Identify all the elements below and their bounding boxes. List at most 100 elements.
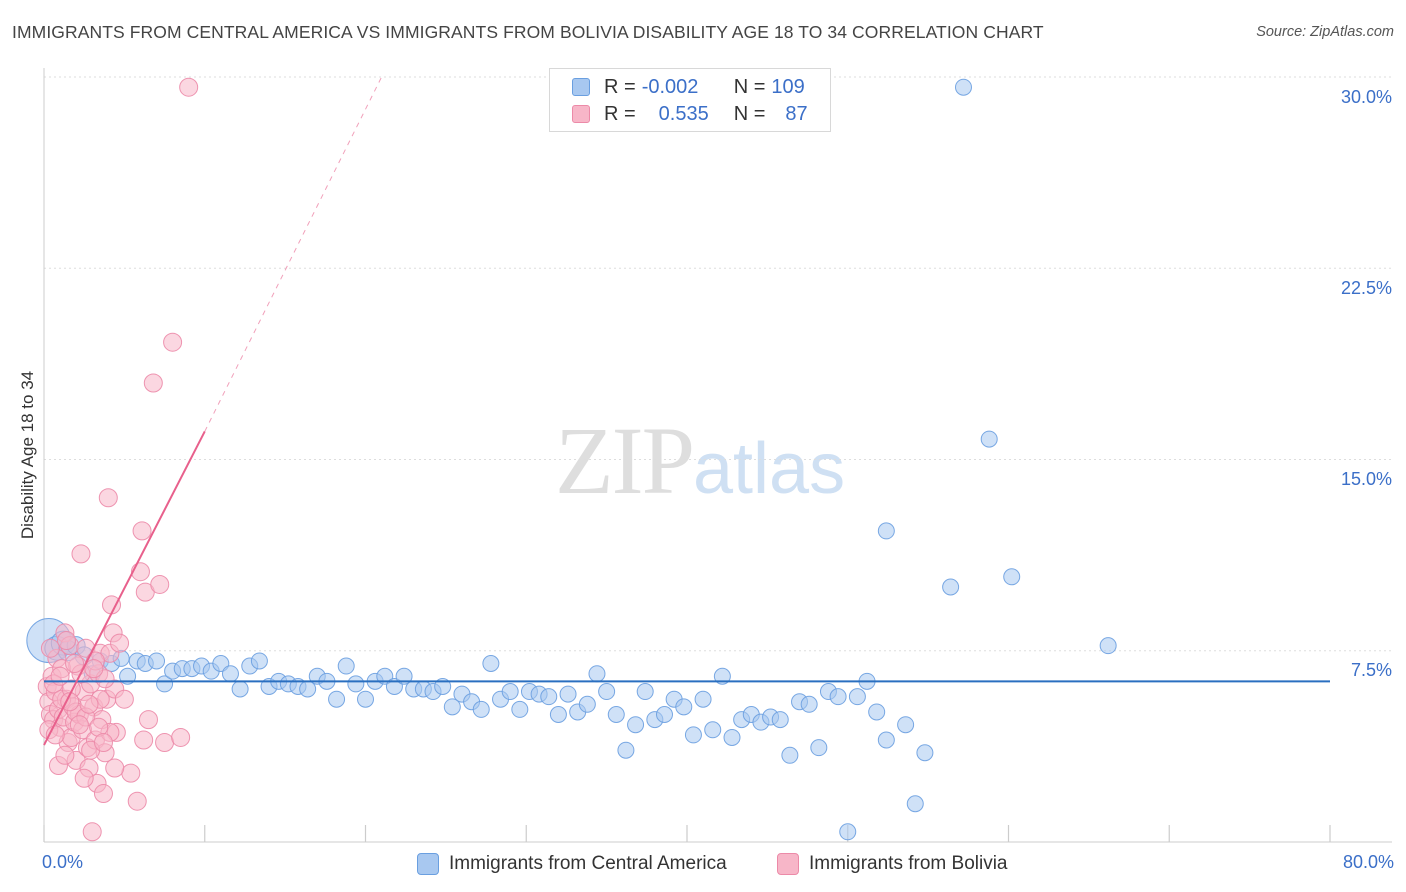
chart-title: IMMIGRANTS FROM CENTRAL AMERICA VS IMMIG…: [12, 22, 1044, 42]
central-america-point: [897, 716, 915, 734]
bolivia-point: [127, 791, 147, 811]
stats-legend: R = -0.002 N = 109 R = 0.535 N = 87: [549, 68, 831, 132]
bolivia-point: [84, 659, 104, 679]
bolivia-point: [155, 733, 175, 753]
central-america-point: [868, 703, 886, 721]
central-america-point: [221, 665, 239, 683]
central-america-point: [877, 522, 895, 540]
central-america-point: [156, 675, 174, 693]
central-america-point: [848, 688, 866, 706]
legend-n-label: N =: [733, 102, 766, 125]
legend-swatch-blue: [572, 78, 590, 96]
bolivia-point: [150, 574, 170, 594]
central-america-point: [328, 690, 346, 708]
legend-r-label: R =: [604, 102, 636, 125]
central-america-point: [559, 685, 577, 703]
bolivia-point: [50, 666, 70, 686]
bottom-legend-label: Immigrants from Central America: [449, 853, 727, 874]
central-america-point: [598, 683, 616, 701]
central-america-point: [627, 716, 645, 734]
central-america-point: [482, 655, 500, 672]
bolivia-point: [132, 521, 152, 541]
central-america-point: [148, 652, 166, 670]
bolivia-point: [105, 758, 125, 778]
central-america-point: [231, 680, 249, 698]
bolivia-point: [55, 745, 75, 765]
bolivia-point: [130, 562, 150, 582]
central-america-point: [250, 652, 268, 670]
bolivia-point: [57, 631, 77, 651]
bottom-legend-central-america: Immigrants from Central America: [417, 850, 727, 878]
central-america-point: [906, 795, 924, 813]
legend-r-value: -0.002: [641, 75, 699, 98]
central-america-point: [684, 726, 702, 744]
bolivia-point: [134, 730, 154, 750]
central-america-point: [540, 688, 558, 706]
legend-n-value: 87: [785, 102, 808, 125]
central-america-point: [434, 677, 452, 695]
watermark: ZIPatlas: [555, 405, 845, 516]
bolivia-point: [93, 733, 113, 753]
central-america-point: [704, 721, 722, 739]
legend-row-bolivia: R = 0.535 N = 87: [572, 102, 808, 126]
legend-n-label: N =: [733, 75, 766, 98]
central-america-point: [781, 746, 799, 764]
central-america-point: [839, 823, 857, 841]
bottom-legend-label: Immigrants from Bolivia: [809, 853, 1008, 874]
central-america-point: [443, 698, 461, 716]
central-america-point: [617, 741, 635, 759]
bolivia-trendline: [43, 430, 206, 746]
central-america-point: [347, 675, 365, 693]
central-america-point: [578, 695, 596, 713]
central-america-point: [916, 744, 934, 762]
bolivia-point: [74, 768, 94, 788]
y-tick-label-15: 15.0%: [1340, 469, 1392, 489]
bolivia-point: [98, 488, 118, 508]
bolivia-point: [114, 689, 134, 709]
central-america-point: [472, 700, 490, 718]
bolivia-point: [102, 595, 122, 615]
central-america-point: [655, 706, 673, 723]
central-america-point: [337, 657, 355, 675]
central-america-point: [511, 700, 529, 718]
central-america-point: [1003, 568, 1021, 586]
bolivia-point: [171, 727, 191, 747]
central-america-point: [810, 739, 828, 757]
legend-r-value: 0.535: [658, 102, 709, 125]
bolivia-point: [138, 710, 158, 730]
central-america-point: [1099, 637, 1117, 655]
bolivia-point: [163, 332, 183, 352]
central-america-point: [588, 665, 606, 683]
central-america-point: [980, 430, 998, 448]
central-america-point: [636, 683, 654, 701]
x-tick-label-max: 80.0%: [1342, 852, 1394, 872]
central-america-point: [357, 690, 374, 708]
bolivia-point: [79, 694, 99, 714]
central-america-point: [723, 728, 741, 746]
legend-n-value: 109: [771, 75, 805, 98]
bottom-legend-swatch-pink: [777, 853, 799, 875]
bolivia-point: [71, 544, 91, 564]
bolivia-point: [65, 654, 85, 673]
central-america-point: [942, 578, 960, 596]
y-tick-label-30: 30.0%: [1340, 87, 1392, 107]
watermark-zip: ZIP: [555, 407, 695, 514]
bolivia-point: [93, 784, 113, 804]
central-america-point: [395, 667, 413, 685]
central-america-point: [675, 698, 693, 716]
bottom-legend-bolivia: Immigrants from Bolivia: [777, 850, 1008, 878]
watermark-atlas: atlas: [693, 429, 846, 509]
central-america-point: [119, 667, 137, 685]
bolivia-point: [82, 822, 102, 842]
central-america-point: [954, 78, 972, 96]
central-america-point: [501, 683, 519, 701]
bottom-legend-swatch-blue: [417, 853, 439, 875]
central-america-point: [607, 706, 625, 723]
central-america-point: [771, 711, 789, 729]
central-america-point: [829, 688, 847, 706]
bolivia-point: [179, 77, 199, 97]
y-tick-label-22-5: 22.5%: [1340, 278, 1392, 298]
source-label: Source: ZipAtlas.com: [1256, 24, 1394, 40]
bolivia-trendline-extension: [204, 76, 383, 432]
